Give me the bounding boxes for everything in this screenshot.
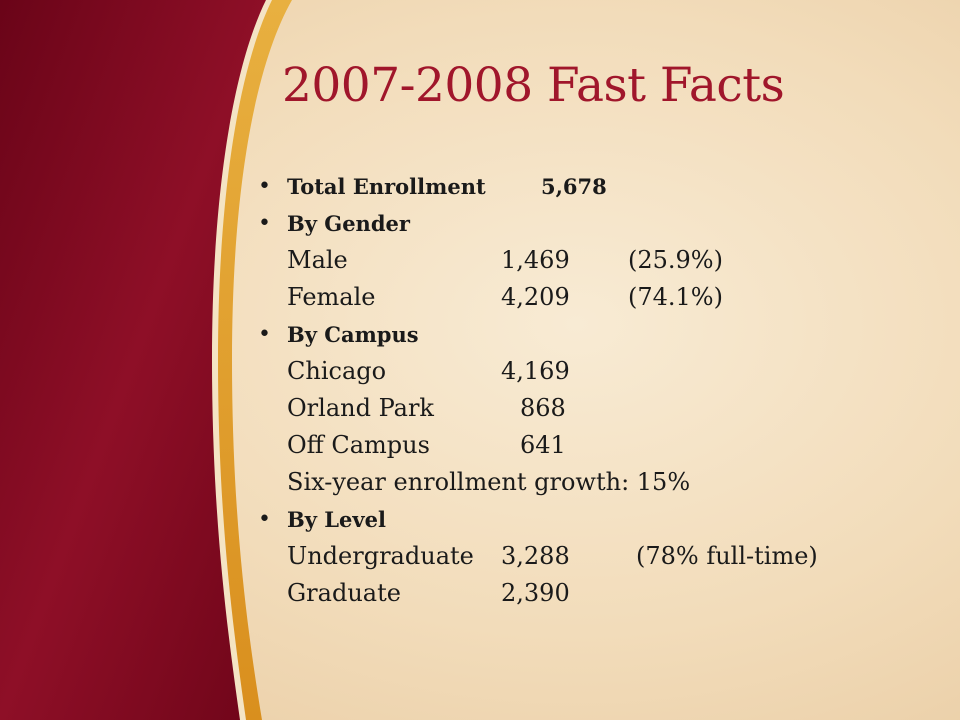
campus-count: 4,169 [501,357,570,385]
bullet-icon: • [258,507,271,532]
level-heading: By Level [287,507,386,532]
campus-count: 641 [520,431,566,459]
gender-name: Female [287,283,376,311]
bullet-icon: • [258,174,271,199]
campus-count: 868 [520,394,566,422]
slide-title: 2007-2008 Fast Facts [282,58,785,113]
campus-growth-text: Six-year enrollment growth: 15% [287,468,691,496]
campus-name: Orland Park [287,394,434,422]
level-name: Graduate [287,579,401,607]
total-enrollment-label: Total Enrollment [287,174,486,199]
level-name: Undergraduate [287,542,474,570]
campus-heading: By Campus [287,322,419,347]
bullet-icon: • [258,211,271,236]
gender-percent: (25.9%) [628,246,723,274]
gender-count: 1,469 [501,246,570,274]
level-count: 2,390 [501,579,570,607]
level-count: 3,288 [501,542,570,570]
gender-name: Male [287,246,348,274]
campus-name: Off Campus [287,431,430,459]
maroon-panel [0,0,266,720]
gender-count: 4,209 [501,283,570,311]
gender-percent: (74.1%) [628,283,723,311]
campus-name: Chicago [287,357,387,385]
level-note: (78% full-time) [636,542,818,570]
bullet-icon: • [258,322,271,347]
total-enrollment-value: 5,678 [541,174,607,199]
gender-heading: By Gender [287,211,410,236]
